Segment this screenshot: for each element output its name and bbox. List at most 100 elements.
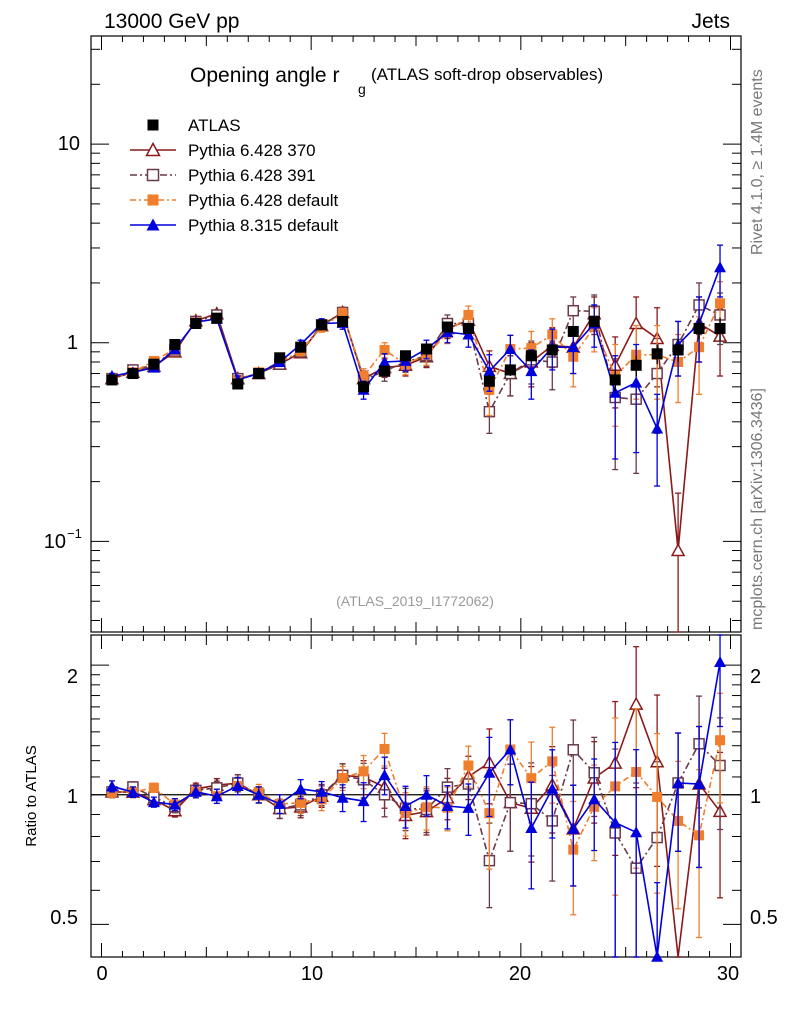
main-point xyxy=(190,318,202,330)
ratio-point xyxy=(588,793,601,805)
main-ytick-label-0p1: 10 −1 xyxy=(44,526,82,553)
main-point xyxy=(148,358,160,370)
legend-label-atlas: ATLAS xyxy=(188,116,241,135)
main-point xyxy=(504,343,517,355)
main-point xyxy=(316,319,328,331)
main-ytick-base: 10 xyxy=(44,531,66,553)
ratio-point xyxy=(294,782,307,794)
main-point xyxy=(253,368,265,380)
main-point xyxy=(525,365,538,377)
mcplots-label: mcplots.cern.ch [arXiv:1306.3436] xyxy=(749,388,766,630)
main-point xyxy=(400,350,412,362)
ratio-ytick-label-1-right: 1 xyxy=(750,786,761,808)
ratio-point xyxy=(295,797,306,808)
ratio-point xyxy=(231,779,244,791)
main-point xyxy=(670,542,686,557)
main-point xyxy=(567,325,579,337)
main-point xyxy=(714,261,727,273)
main-point xyxy=(420,343,432,355)
main-point xyxy=(651,348,663,360)
plot-title-subscript: g xyxy=(358,81,366,97)
main-point xyxy=(609,386,622,398)
main-point xyxy=(693,322,705,334)
main-point xyxy=(358,381,370,393)
ratio-point xyxy=(609,816,622,828)
ratio-point xyxy=(504,743,517,755)
main-point xyxy=(379,365,391,377)
main-point xyxy=(337,308,348,319)
ratio-point xyxy=(525,822,538,834)
main-point xyxy=(274,352,286,364)
analysis-tag: (ATLAS_2019_I1772062) xyxy=(336,593,494,609)
ratio-point xyxy=(189,785,202,797)
legend-marker-2 xyxy=(146,168,160,182)
ratio-point xyxy=(714,656,727,668)
main-point xyxy=(211,312,223,324)
main-point xyxy=(295,341,307,353)
ratio-point xyxy=(504,796,517,809)
ratio-point xyxy=(358,766,369,777)
main-point xyxy=(462,322,474,334)
ratio-point xyxy=(546,782,559,794)
main-point xyxy=(483,365,496,377)
ratio-point xyxy=(148,782,159,793)
rivet-label: Rivet 4.1.0, ≥ 1.4M events xyxy=(749,69,766,255)
main-point xyxy=(441,321,453,333)
xtick-label-20: 20 xyxy=(509,963,531,985)
ratio-point xyxy=(715,735,726,746)
main-point xyxy=(714,322,726,334)
series-3 xyxy=(106,281,726,939)
legend-marks xyxy=(130,119,176,231)
main-point xyxy=(630,376,643,388)
legend-label-py6-391: Pythia 6.428 391 xyxy=(188,166,316,185)
xtick-label-30: 30 xyxy=(717,963,739,985)
ratio-point xyxy=(628,696,644,710)
main-point xyxy=(127,368,139,380)
ratio-point xyxy=(441,800,454,812)
ratio-point xyxy=(420,788,433,800)
main-point xyxy=(567,304,580,317)
ratio-ytick-label-1-left: 1 xyxy=(67,786,78,808)
ratio-point xyxy=(483,766,496,778)
ratio-point xyxy=(526,773,537,784)
ratio-point xyxy=(378,769,391,781)
ratio-point xyxy=(693,777,706,789)
ratio-point xyxy=(337,773,348,784)
main-point xyxy=(715,298,726,309)
main-point xyxy=(546,344,558,356)
main-line-pythia-6-428-370 xyxy=(111,311,721,551)
main-point xyxy=(525,350,537,362)
main-point xyxy=(526,343,537,354)
main-point xyxy=(379,344,390,355)
ratio-point xyxy=(652,791,663,802)
ratio-point xyxy=(315,785,328,797)
ratio-point xyxy=(336,791,349,803)
ratio-point xyxy=(105,780,118,792)
ratio-ytick-label-2-left: 2 xyxy=(67,666,78,688)
ratio-point xyxy=(252,788,265,800)
xtick-label-10: 10 xyxy=(301,963,323,985)
ratio-point xyxy=(630,826,643,838)
ratio-point xyxy=(651,950,664,962)
main-point xyxy=(651,422,664,434)
main-point xyxy=(106,374,118,386)
ratio-line-pythia-6-428-391 xyxy=(111,742,721,870)
main-point xyxy=(567,341,580,353)
legend-label-py6-default: Pythia 6.428 default xyxy=(188,191,339,210)
header-left: 13000 GeV pp xyxy=(104,10,239,33)
main-point xyxy=(672,344,684,356)
ratio-point xyxy=(357,795,370,807)
main-point xyxy=(358,371,369,382)
ratio-ytick-label-0p5-right: 0.5 xyxy=(750,907,778,929)
series-layer xyxy=(104,244,728,962)
xtick-label-0: 0 xyxy=(96,963,107,985)
main-point xyxy=(588,315,600,327)
ratio-point xyxy=(168,798,181,810)
ratio-line-pythia-6-428-370 xyxy=(111,701,721,958)
main-point xyxy=(609,374,621,386)
ratio-point xyxy=(567,822,580,834)
main-point xyxy=(504,364,516,376)
legend-marker-4 xyxy=(146,218,160,231)
main-point xyxy=(169,338,181,350)
